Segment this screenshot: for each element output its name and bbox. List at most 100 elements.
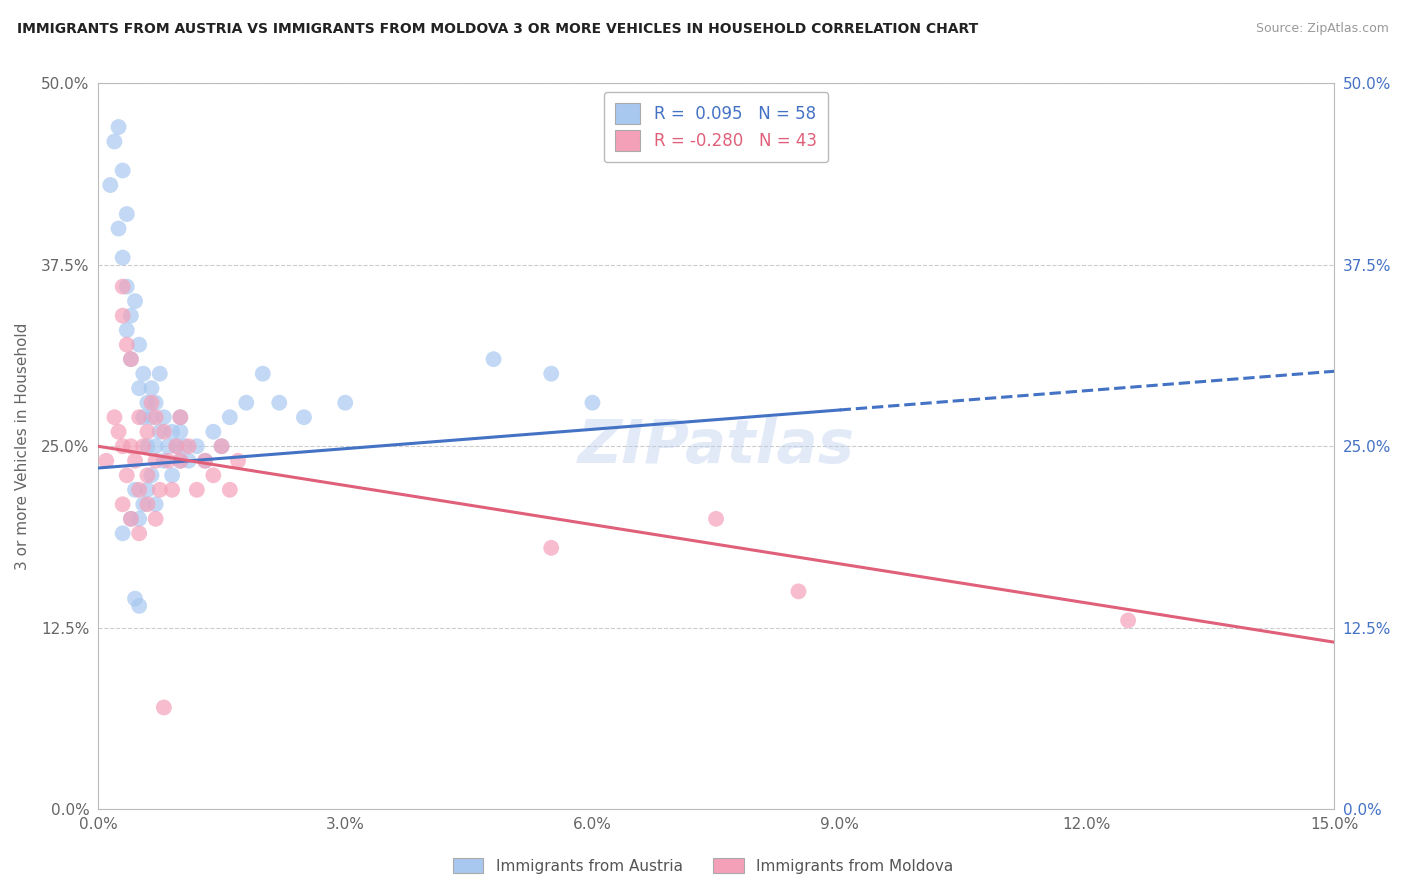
Point — [581, 395, 603, 409]
Point — [218, 483, 240, 497]
Point — [704, 512, 727, 526]
Point — [211, 439, 233, 453]
Point — [292, 410, 315, 425]
Point — [111, 439, 134, 453]
Point — [136, 439, 159, 453]
Point — [252, 367, 274, 381]
Point — [149, 425, 172, 439]
Point — [165, 439, 187, 453]
Point — [156, 454, 179, 468]
Point — [160, 483, 183, 497]
Point — [132, 497, 155, 511]
Point — [156, 439, 179, 453]
Point — [120, 352, 142, 367]
Point — [124, 454, 146, 468]
Point — [173, 439, 195, 453]
Point — [269, 395, 291, 409]
Point — [115, 337, 138, 351]
Point — [136, 483, 159, 497]
Point — [111, 309, 134, 323]
Point — [124, 294, 146, 309]
Point — [115, 207, 138, 221]
Point — [124, 591, 146, 606]
Point — [787, 584, 810, 599]
Point — [1116, 614, 1139, 628]
Point — [153, 410, 176, 425]
Point — [111, 526, 134, 541]
Point — [153, 454, 176, 468]
Point — [169, 454, 191, 468]
Point — [120, 439, 142, 453]
Point — [120, 512, 142, 526]
Point — [169, 454, 191, 468]
Point — [540, 367, 562, 381]
Point — [145, 395, 167, 409]
Point — [235, 395, 257, 409]
Point — [169, 410, 191, 425]
Point — [107, 221, 129, 235]
Point — [128, 483, 150, 497]
Point — [194, 454, 217, 468]
Text: Source: ZipAtlas.com: Source: ZipAtlas.com — [1256, 22, 1389, 36]
Point — [149, 483, 172, 497]
Point — [132, 367, 155, 381]
Text: ZIPatlas: ZIPatlas — [578, 417, 855, 475]
Point — [141, 395, 163, 409]
Point — [128, 526, 150, 541]
Point — [132, 410, 155, 425]
Point — [115, 279, 138, 293]
Point — [211, 439, 233, 453]
Point — [128, 410, 150, 425]
Point — [103, 135, 125, 149]
Point — [136, 425, 159, 439]
Point — [111, 279, 134, 293]
Point — [145, 439, 167, 453]
Point — [218, 410, 240, 425]
Point — [153, 425, 176, 439]
Point — [540, 541, 562, 555]
Point — [160, 468, 183, 483]
Point — [145, 454, 167, 468]
Point — [169, 425, 191, 439]
Point — [128, 337, 150, 351]
Point — [115, 468, 138, 483]
Text: IMMIGRANTS FROM AUSTRIA VS IMMIGRANTS FROM MOLDOVA 3 OR MORE VEHICLES IN HOUSEHO: IMMIGRANTS FROM AUSTRIA VS IMMIGRANTS FR… — [17, 22, 979, 37]
Point — [177, 454, 200, 468]
Point — [136, 395, 159, 409]
Point — [96, 454, 118, 468]
Point — [120, 512, 142, 526]
Point — [160, 425, 183, 439]
Point — [482, 352, 505, 367]
Point — [111, 497, 134, 511]
Point — [98, 178, 121, 192]
Point — [202, 468, 225, 483]
Point — [107, 425, 129, 439]
Point — [115, 323, 138, 337]
Point — [136, 468, 159, 483]
Point — [141, 381, 163, 395]
Point — [124, 483, 146, 497]
Point — [177, 439, 200, 453]
Point — [145, 512, 167, 526]
Point — [107, 120, 129, 134]
Point — [141, 410, 163, 425]
Point — [149, 367, 172, 381]
Point — [169, 410, 191, 425]
Point — [226, 454, 249, 468]
Point — [186, 483, 208, 497]
Point — [128, 512, 150, 526]
Y-axis label: 3 or more Vehicles in Household: 3 or more Vehicles in Household — [15, 323, 30, 570]
Point — [120, 309, 142, 323]
Point — [186, 439, 208, 453]
Legend: R =  0.095   N = 58, R = -0.280   N = 43: R = 0.095 N = 58, R = -0.280 N = 43 — [603, 92, 828, 162]
Point — [111, 251, 134, 265]
Point — [194, 454, 217, 468]
Legend: Immigrants from Austria, Immigrants from Moldova: Immigrants from Austria, Immigrants from… — [447, 852, 959, 880]
Point — [145, 497, 167, 511]
Point — [111, 163, 134, 178]
Point — [202, 425, 225, 439]
Point — [145, 410, 167, 425]
Point — [103, 410, 125, 425]
Point — [153, 700, 176, 714]
Point — [165, 439, 187, 453]
